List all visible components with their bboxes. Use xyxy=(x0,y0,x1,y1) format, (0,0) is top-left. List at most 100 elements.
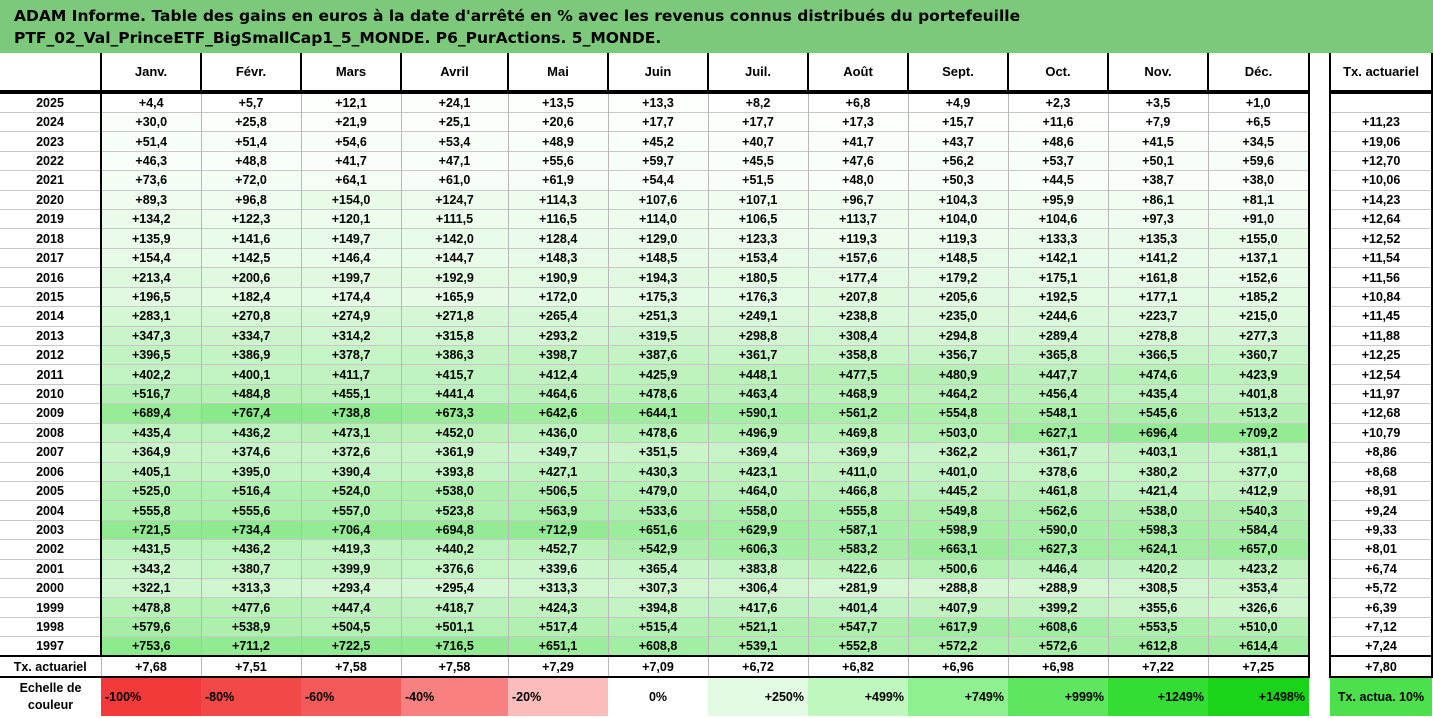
gain-cell: +238,8 xyxy=(807,306,909,327)
gain-cell: +72,0 xyxy=(200,170,302,191)
monthly-rate-cell: +6,96 xyxy=(907,656,1009,679)
gain-cell: +538,0 xyxy=(400,480,509,501)
table-row: 2019 +134,2 +122,3 +120,1 +111,5 +116,5 +114,0… xyxy=(0,209,1310,229)
gain-cell: +538,9 xyxy=(200,616,302,637)
gain-cell: +440,2 xyxy=(400,539,509,560)
table-row: 2015 +196,5 +182,4 +174,4 +165,9 +172,0 +175,3… xyxy=(0,286,1310,307)
gain-cell: +436,2 xyxy=(200,422,302,443)
color-scale-step: +499% xyxy=(808,677,908,717)
gain-cell: +516,7 xyxy=(100,383,202,404)
gain-cell: +48,6 xyxy=(1007,131,1109,152)
gain-cell: +47,6 xyxy=(807,150,909,171)
gain-cell: +390,4 xyxy=(300,461,402,482)
gain-cell: +431,5 xyxy=(100,539,202,560)
gain-cell: +152,6 xyxy=(1207,267,1310,288)
table-row: 2020 +89,3 +96,8 +154,0 +124,7 +114,3 +107,6 +1… xyxy=(0,189,1310,210)
gain-cell: +137,1 xyxy=(1207,247,1310,268)
gain-cell: +463,4 xyxy=(707,383,809,404)
gain-cell: +516,4 xyxy=(200,480,302,501)
monthly-rate-cell: +7,09 xyxy=(607,656,709,679)
gain-cell: +148,3 xyxy=(507,247,609,268)
gain-cell: +386,9 xyxy=(200,344,302,365)
color-scale-step: +1498% xyxy=(1208,677,1309,717)
gain-cell: +124,7 xyxy=(400,189,509,210)
gain-cell: +41,5 xyxy=(1107,131,1209,152)
year-cell: 2003 xyxy=(0,519,102,540)
annual-rate-cell: +11,54 xyxy=(1329,247,1433,268)
gain-cell: +53,7 xyxy=(1007,150,1109,171)
monthly-rate-cell: +7,22 xyxy=(1107,656,1209,679)
gain-cell: +54,4 xyxy=(607,170,709,191)
annual-rate-cell: +11,23 xyxy=(1329,111,1433,132)
gain-cell: +365,4 xyxy=(607,558,709,579)
gain-cell: +734,4 xyxy=(200,519,302,540)
gain-cell: +435,4 xyxy=(1107,383,1209,404)
side-row: +6,39 xyxy=(1329,597,1433,618)
side-row: +12,54 xyxy=(1329,364,1433,385)
table-row: 2023 +51,4 +51,4 +54,6 +53,4 +48,9 +45,2 +40,7 +… xyxy=(0,131,1310,152)
year-cell: 2002 xyxy=(0,539,102,560)
gain-cell: +479,0 xyxy=(607,480,709,501)
gain-cell: +15,7 xyxy=(907,111,1009,132)
table-row: 2022 +46,3 +48,8 +41,7 +47,1 +55,6 +59,7 +45,5 +… xyxy=(0,150,1310,171)
year-cell: 2010 xyxy=(0,383,102,404)
gain-cell: +430,3 xyxy=(607,461,709,482)
table-row: 1998 +579,6 +538,9 +504,5 +501,1 +517,4 +515,4… xyxy=(0,616,1310,637)
gain-cell: +148,5 xyxy=(607,247,709,268)
year-cell: 2018 xyxy=(0,228,102,249)
year-cell: 2005 xyxy=(0,480,102,501)
side-row xyxy=(1329,91,1433,113)
gain-cell: +523,8 xyxy=(400,500,509,521)
gain-cell: +61,9 xyxy=(507,170,609,191)
gain-cell: +190,9 xyxy=(507,267,609,288)
gain-cell: +614,4 xyxy=(1207,636,1310,658)
gain-cell: +149,7 xyxy=(300,228,402,249)
color-scale-step: -100% xyxy=(101,677,201,717)
gain-cell: +425,9 xyxy=(607,364,709,385)
year-cell: 2013 xyxy=(0,325,102,346)
gain-cell: +21,9 xyxy=(300,111,402,132)
annual-rate-cell: +11,97 xyxy=(1329,383,1433,404)
gain-cell: +120,1 xyxy=(300,209,402,229)
gain-cell: +401,0 xyxy=(907,461,1009,482)
gain-cell: +122,3 xyxy=(200,209,302,229)
gain-cell: +412,9 xyxy=(1207,480,1310,501)
gain-cell: +148,5 xyxy=(907,247,1009,268)
gain-cell: +364,9 xyxy=(100,442,202,463)
gain-cell: +525,0 xyxy=(100,480,202,501)
color-scale-step: +749% xyxy=(908,677,1008,717)
gain-cell: +277,3 xyxy=(1207,325,1310,346)
gain-cell: +96,8 xyxy=(200,189,302,210)
gain-cell: +657,0 xyxy=(1207,539,1310,560)
gain-cell: +380,2 xyxy=(1107,461,1209,482)
monthly-rate-cell: +7,68 xyxy=(100,656,202,679)
gain-cell: +289,4 xyxy=(1007,325,1109,346)
gain-cell: +194,3 xyxy=(607,267,709,288)
gain-cell: +377,0 xyxy=(1207,461,1310,482)
gain-cell: +135,3 xyxy=(1107,228,1209,249)
annual-rate-cell: +9,33 xyxy=(1329,519,1433,540)
gain-cell: +402,2 xyxy=(100,364,202,385)
gain-cell: +753,6 xyxy=(100,636,202,658)
table-row: 2005 +525,0 +516,4 +524,0 +538,0 +506,5 +479,0… xyxy=(0,480,1310,501)
gain-cell: +555,8 xyxy=(100,500,202,521)
gain-cell: +374,6 xyxy=(200,442,302,463)
gain-cell: +155,0 xyxy=(1207,228,1310,249)
gain-cell: +48,0 xyxy=(807,170,909,191)
gain-cell: +293,4 xyxy=(300,578,402,598)
color-scale-label: Echelle de couleur xyxy=(19,681,82,713)
gain-cell: +223,7 xyxy=(1107,306,1209,327)
year-cell: 2015 xyxy=(0,286,102,307)
gain-cell: +399,9 xyxy=(300,558,402,579)
gain-cell: +455,1 xyxy=(300,383,402,404)
table-row: 2008 +435,4 +436,2 +473,1 +452,0 +436,0 +478,6… xyxy=(0,422,1310,443)
table-row: 2018 +135,9 +141,6 +149,7 +142,0 +128,4 +129,0… xyxy=(0,228,1310,249)
gain-cell: +104,0 xyxy=(907,209,1009,229)
annual-rate-cell: +14,23 xyxy=(1329,189,1433,210)
report-title-line-2: PTF_02_Val_PrinceETF_BigSmallCap1_5_MOND… xyxy=(14,29,662,47)
annual-rate-cell: +12,54 xyxy=(1329,364,1433,385)
gain-cell: +503,0 xyxy=(907,422,1009,443)
gain-cell: +554,8 xyxy=(907,403,1009,424)
gain-cell: +54,6 xyxy=(300,131,402,152)
side-row: +12,64 xyxy=(1329,209,1433,229)
